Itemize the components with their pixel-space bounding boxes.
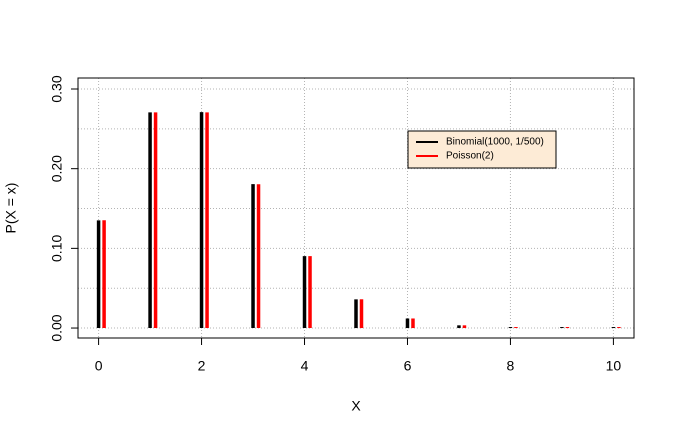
legend-box	[407, 130, 557, 169]
y-tick-label: 0.10	[49, 235, 65, 262]
x-tick-label: 8	[507, 358, 515, 374]
y-tick-label: 0.30	[49, 75, 65, 102]
y-tick-label: 0.20	[49, 155, 65, 182]
x-tick-label: 10	[606, 358, 622, 374]
legend-label: Binomial(1000, 1/500)	[446, 137, 544, 148]
y-axis-label: P(X = x)	[3, 183, 19, 234]
x-tick-label: 4	[301, 358, 309, 374]
plot-frame	[77, 77, 635, 339]
legend-label: Poisson(2)	[446, 151, 494, 162]
x-axis-label: X	[351, 398, 361, 414]
x-tick-label: 6	[404, 358, 412, 374]
x-tick-label: 0	[95, 358, 103, 374]
x-tick-label: 2	[198, 358, 206, 374]
y-tick-label: 0.00	[49, 314, 65, 341]
